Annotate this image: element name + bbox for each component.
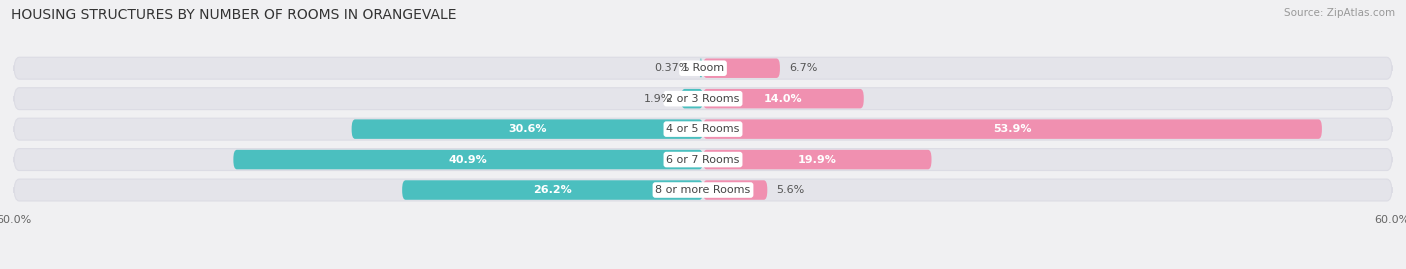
Text: 30.6%: 30.6%	[508, 124, 547, 134]
Legend: Owner-occupied, Renter-occupied: Owner-occupied, Renter-occupied	[576, 266, 830, 269]
FancyBboxPatch shape	[703, 119, 1322, 139]
Text: Source: ZipAtlas.com: Source: ZipAtlas.com	[1284, 8, 1395, 18]
Text: 8 or more Rooms: 8 or more Rooms	[655, 185, 751, 195]
FancyBboxPatch shape	[14, 179, 1392, 201]
FancyBboxPatch shape	[703, 150, 932, 169]
Text: 1.9%: 1.9%	[644, 94, 672, 104]
FancyBboxPatch shape	[233, 150, 703, 169]
FancyBboxPatch shape	[14, 118, 1392, 140]
Text: 14.0%: 14.0%	[763, 94, 803, 104]
Text: 2 or 3 Rooms: 2 or 3 Rooms	[666, 94, 740, 104]
FancyBboxPatch shape	[699, 58, 703, 78]
Text: 40.9%: 40.9%	[449, 155, 488, 165]
FancyBboxPatch shape	[14, 88, 1392, 110]
FancyBboxPatch shape	[402, 180, 703, 200]
Text: 19.9%: 19.9%	[797, 155, 837, 165]
Text: 4 or 5 Rooms: 4 or 5 Rooms	[666, 124, 740, 134]
FancyBboxPatch shape	[352, 119, 703, 139]
Text: 53.9%: 53.9%	[993, 124, 1032, 134]
Text: 26.2%: 26.2%	[533, 185, 572, 195]
Text: 6 or 7 Rooms: 6 or 7 Rooms	[666, 155, 740, 165]
FancyBboxPatch shape	[703, 89, 863, 108]
Text: 6.7%: 6.7%	[789, 63, 817, 73]
FancyBboxPatch shape	[14, 148, 1392, 171]
Text: HOUSING STRUCTURES BY NUMBER OF ROOMS IN ORANGEVALE: HOUSING STRUCTURES BY NUMBER OF ROOMS IN…	[11, 8, 457, 22]
FancyBboxPatch shape	[681, 89, 703, 108]
Text: 1 Room: 1 Room	[682, 63, 724, 73]
Text: 0.37%: 0.37%	[654, 63, 689, 73]
FancyBboxPatch shape	[14, 57, 1392, 79]
Text: 5.6%: 5.6%	[776, 185, 804, 195]
FancyBboxPatch shape	[703, 180, 768, 200]
FancyBboxPatch shape	[703, 58, 780, 78]
